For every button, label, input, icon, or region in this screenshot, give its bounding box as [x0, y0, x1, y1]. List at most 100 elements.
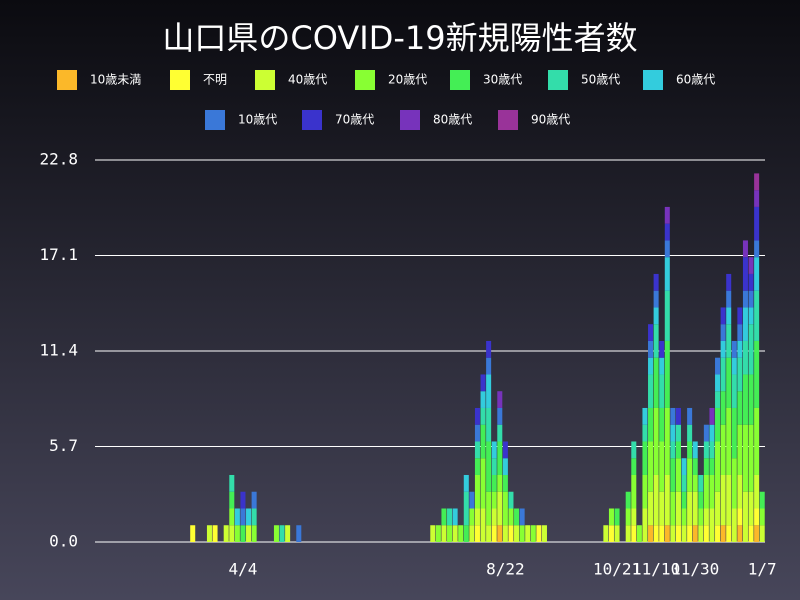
bar-segment	[659, 491, 665, 526]
bar-segment	[720, 424, 726, 475]
legend-swatch	[170, 70, 190, 90]
bar-segment	[698, 508, 704, 526]
bar-segment	[486, 491, 492, 526]
bar-segment	[508, 491, 514, 509]
bar-segment	[692, 491, 698, 526]
bar-segment	[664, 340, 670, 408]
bar-segment	[519, 508, 525, 526]
bar-segment	[737, 424, 743, 475]
bar-segment	[441, 525, 447, 542]
bar-segment	[675, 491, 681, 526]
bar-segment	[742, 374, 748, 425]
bar-segment	[703, 525, 709, 542]
bar-segment	[441, 508, 447, 526]
bar-segment	[670, 525, 676, 542]
bar-segment	[608, 508, 614, 526]
bar-segment	[491, 508, 497, 526]
bar-segment	[720, 474, 726, 526]
bar-segment	[653, 474, 659, 526]
bar-segment	[703, 474, 709, 509]
bar-segment	[742, 240, 748, 258]
y-tick-label: 5.7	[49, 436, 78, 455]
bar-segment	[726, 290, 732, 308]
bar-segment	[731, 374, 737, 408]
bar-segment	[737, 357, 743, 392]
bar-segment	[458, 525, 464, 542]
bar-segment	[748, 307, 754, 325]
bar-segment	[491, 458, 497, 475]
bar-segment	[720, 307, 726, 325]
bar-segment	[508, 508, 514, 526]
legend-swatch	[302, 110, 322, 130]
bar-segment	[659, 407, 665, 442]
bar-segment	[430, 525, 436, 542]
bar-segment	[648, 491, 654, 526]
bar-segment	[480, 374, 486, 392]
bar-segment	[480, 508, 486, 542]
bar-segment	[474, 525, 480, 542]
bar-segment	[240, 525, 246, 542]
bar-segment	[514, 508, 520, 526]
bar-segment	[648, 357, 654, 375]
bar-segment	[636, 525, 642, 542]
bar-segment	[754, 206, 760, 241]
bar-segment	[648, 525, 654, 542]
bar-segment	[463, 491, 469, 526]
bar-segment	[759, 525, 765, 542]
bar-segment	[502, 458, 508, 475]
bar-segment	[737, 508, 743, 526]
legend-label: 90歳代	[531, 113, 570, 127]
y-tick-label: 11.4	[39, 341, 78, 360]
bar-segment	[720, 391, 726, 425]
bar-segment	[212, 525, 218, 542]
bar-segment	[759, 508, 765, 526]
bar-segment	[659, 525, 665, 542]
bar-segment	[748, 257, 754, 274]
bar-segment	[229, 508, 235, 526]
bar-segment	[737, 474, 743, 509]
bar-segment	[502, 474, 508, 492]
bar-segment	[447, 525, 453, 542]
bar-segment	[742, 307, 748, 341]
legend-swatch	[643, 70, 663, 90]
bar-segment	[497, 407, 503, 425]
bar-segment	[703, 424, 709, 442]
bar-segment	[648, 407, 654, 442]
bar-segment	[709, 441, 715, 459]
bar-segment	[709, 508, 715, 542]
bar-segment	[486, 357, 492, 375]
bar-segment	[754, 290, 760, 341]
bar-segment	[670, 424, 676, 442]
bar-segment	[642, 424, 648, 442]
legend-label: 10歳未満	[90, 73, 141, 87]
bar-segment	[497, 424, 503, 442]
bar-segment	[754, 474, 760, 509]
bar-segment	[687, 424, 693, 442]
bar-segment	[720, 525, 726, 542]
bar-segment	[234, 525, 240, 542]
bar-segment	[726, 407, 732, 475]
bar-segment	[223, 525, 229, 542]
bar-segment	[653, 273, 659, 291]
bar-segment	[502, 491, 508, 526]
legend-swatch	[205, 110, 225, 130]
legend-label: 30歳代	[483, 73, 522, 87]
bar-segment	[742, 290, 748, 308]
bar-segment	[664, 206, 670, 224]
bar-segment	[715, 391, 721, 408]
bar-segment	[726, 307, 732, 325]
bar-segment	[234, 508, 240, 526]
bar-segment	[709, 407, 715, 425]
bar-segment	[681, 474, 687, 492]
bar-segment	[614, 508, 620, 526]
bar-segment	[748, 525, 754, 542]
bar-segment	[452, 508, 458, 526]
bar-segment	[715, 374, 721, 392]
bar-segment	[631, 441, 637, 459]
bar-segment	[631, 508, 637, 526]
bar-segment	[675, 424, 681, 442]
bar-segment	[692, 474, 698, 492]
bar-segment	[748, 491, 754, 526]
bar-segment	[737, 525, 743, 542]
